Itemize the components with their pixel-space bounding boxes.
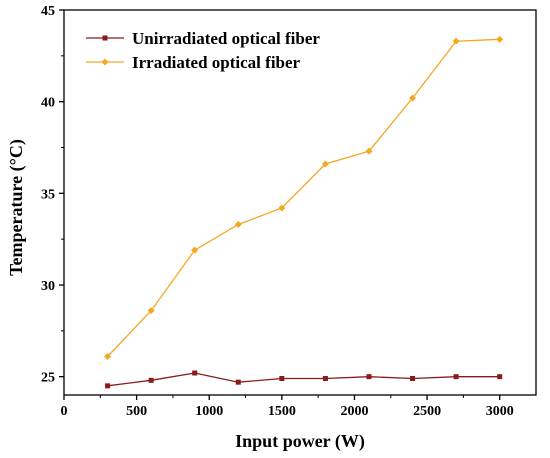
data-point	[192, 370, 198, 376]
data-point	[321, 160, 329, 168]
y-tick-label: 35	[41, 187, 55, 202]
data-point	[452, 37, 460, 45]
y-tick-label: 30	[41, 279, 55, 294]
data-point	[496, 35, 504, 43]
x-tick-label: 500	[126, 404, 147, 419]
data-point	[148, 377, 154, 383]
data-point	[235, 379, 241, 385]
y-tick-label: 25	[41, 371, 55, 386]
series-line-1	[107, 372, 500, 387]
x-tick-label: 0	[61, 404, 68, 419]
x-tick-label: 3000	[486, 404, 514, 419]
data-point	[278, 204, 286, 212]
data-point	[322, 376, 328, 381]
data-point	[410, 376, 416, 381]
x-tick-label: 1000	[195, 404, 223, 419]
x-tick-label: 1500	[268, 404, 296, 419]
data-point	[191, 246, 199, 254]
legend-marker	[102, 35, 108, 41]
data-point	[497, 374, 503, 380]
x-axis-title: Input power (W)	[235, 431, 365, 452]
legend-label: Unirradiated optical fiber	[132, 29, 320, 48]
data-point	[365, 147, 373, 155]
legend-label: Irradiated optical fiber	[132, 53, 301, 72]
y-tick-label: 40	[41, 96, 55, 111]
data-point	[366, 374, 372, 380]
data-point	[453, 374, 459, 380]
y-tick-label: 45	[41, 4, 55, 19]
x-tick-label: 2500	[413, 404, 441, 419]
x-tick-label: 2000	[340, 404, 368, 419]
data-point	[279, 376, 285, 381]
data-point	[409, 94, 417, 102]
y-axis-title: Temperature (°C)	[6, 139, 27, 276]
data-point	[105, 383, 111, 389]
data-point	[104, 353, 112, 360]
plot-frame	[63, 9, 537, 396]
plot-area: 0 500 1000 1500 2000 2500 3000 25 30 35 40 45 Input …	[6, 4, 537, 452]
legend-marker	[101, 58, 109, 66]
data-point	[147, 307, 155, 315]
data-point	[234, 221, 242, 228]
series-line-2	[107, 38, 500, 357]
